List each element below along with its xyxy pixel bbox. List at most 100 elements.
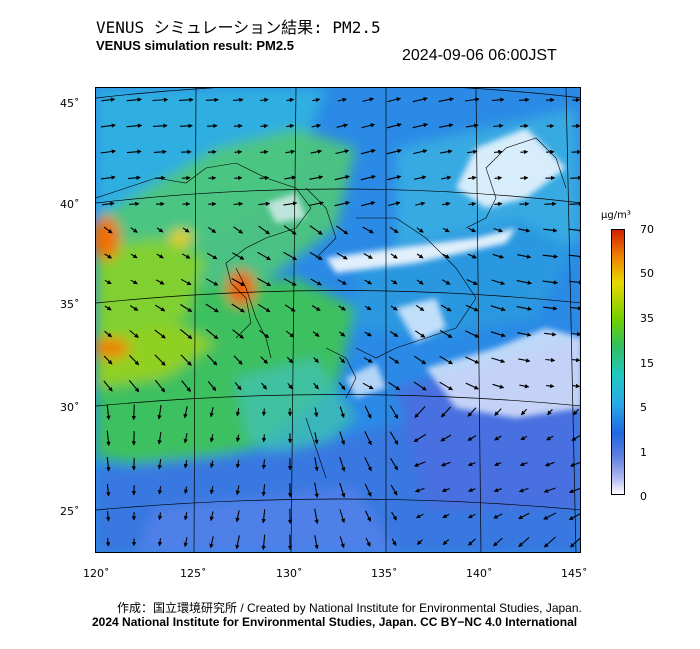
wind-arrow [413, 433, 427, 443]
wind-arrow [467, 435, 477, 441]
lon-label-130: 130˚ [276, 567, 303, 580]
wind-arrow [494, 408, 502, 416]
wind-arrow [467, 407, 477, 417]
wind-arrow [105, 538, 111, 547]
wind-arrow [181, 380, 191, 392]
wind-arrow [415, 201, 426, 206]
wind-arrow [311, 123, 322, 128]
wind-arrow [415, 513, 424, 519]
wind-arrow [441, 487, 450, 493]
wind-arrow [361, 201, 376, 207]
wind-arrow [103, 226, 113, 234]
wind-arrow [362, 97, 375, 102]
wind-arrow [286, 356, 294, 364]
wind-arrow [284, 175, 297, 180]
wind-arrow [233, 123, 243, 129]
wind-arrow [412, 122, 429, 129]
wind-arrow [130, 279, 138, 285]
wind-arrow [234, 175, 243, 181]
wind-arrow [283, 201, 298, 206]
wind-arrow [127, 175, 141, 180]
wind-arrow [390, 279, 398, 285]
wind-arrow [572, 408, 580, 416]
wind-arrow [439, 355, 454, 365]
wind-arrow [103, 380, 113, 392]
wind-arrow [314, 535, 319, 550]
wind-arrow [105, 511, 111, 522]
wind-arrow [569, 537, 580, 548]
wind-arrow [414, 355, 427, 365]
wind-arrow [360, 148, 376, 155]
wind-arrow [309, 225, 323, 235]
wind-arrow [544, 461, 555, 467]
wind-arrow [390, 457, 398, 471]
wind-arrow [569, 280, 580, 285]
wind-arrow [569, 201, 580, 207]
wind-arrow [261, 459, 267, 470]
wind-arrow [516, 280, 533, 285]
wind-arrow [415, 304, 425, 312]
wind-arrow [337, 97, 348, 102]
colorbar-tick: 35 [640, 312, 654, 325]
lon-label-140: 140˚ [466, 567, 493, 580]
wind-arrow [490, 331, 506, 338]
wind-arrow [205, 97, 219, 103]
lat-label-35: 35˚ [60, 298, 80, 311]
wind-arrow [387, 97, 402, 103]
wind-arrow [155, 175, 166, 181]
colorbar-tick: 70 [640, 223, 654, 236]
wind-arrow [544, 332, 557, 337]
wind-arrow [440, 461, 451, 467]
wind-arrow [388, 356, 400, 364]
wind-arrow [467, 461, 476, 467]
wind-arrow [520, 175, 529, 181]
wind-arrow [389, 226, 399, 234]
wind-arrow [283, 225, 297, 235]
wind-arrow [154, 329, 166, 339]
wind-vectors [100, 97, 580, 551]
wind-arrow [389, 331, 399, 337]
wind-arrow [414, 175, 427, 180]
wind-arrow [205, 328, 219, 340]
wind-arrow [517, 254, 532, 259]
credit-line-2: 2024 National Institute for Environmenta… [92, 615, 578, 629]
wind-arrow [284, 304, 296, 312]
wind-arrow [363, 253, 373, 259]
wind-arrow [106, 457, 111, 472]
lat-label-45: 45˚ [60, 97, 80, 110]
wind-arrow [261, 509, 266, 524]
wind-arrow [209, 407, 214, 418]
wind-arrow [545, 357, 556, 363]
wind-arrow [129, 330, 139, 338]
map-svg [96, 88, 580, 552]
wind-arrow [314, 432, 319, 445]
wind-arrow [106, 404, 111, 421]
wind-arrow [492, 97, 505, 102]
wind-arrow [129, 305, 139, 311]
wind-arrow [493, 123, 504, 129]
wind-arrow [465, 330, 480, 338]
wind-arrow [364, 331, 372, 337]
wind-arrow [439, 381, 454, 391]
wind-arrow [126, 123, 143, 128]
wind-arrow [467, 538, 476, 546]
wind-arrow [570, 175, 580, 181]
wind-arrow [157, 405, 162, 420]
wind-arrow [235, 510, 240, 523]
colorbar-tick: 0 [640, 490, 647, 503]
wind-arrow [334, 175, 350, 181]
wind-arrow [182, 227, 190, 233]
wind-arrow [519, 462, 528, 467]
wind-arrow [439, 330, 453, 338]
wind-arrow [313, 357, 319, 364]
colorbar-tick: 15 [640, 357, 654, 370]
wind-arrow [441, 175, 452, 180]
wind-arrow [339, 456, 346, 472]
wind-arrow [234, 149, 243, 155]
wind-arrow [128, 379, 140, 393]
wind-arrow [183, 406, 188, 419]
wind-arrow [314, 508, 319, 525]
wind-arrow [152, 123, 168, 129]
wind-arrow [492, 253, 505, 259]
wind-arrow [286, 123, 295, 129]
